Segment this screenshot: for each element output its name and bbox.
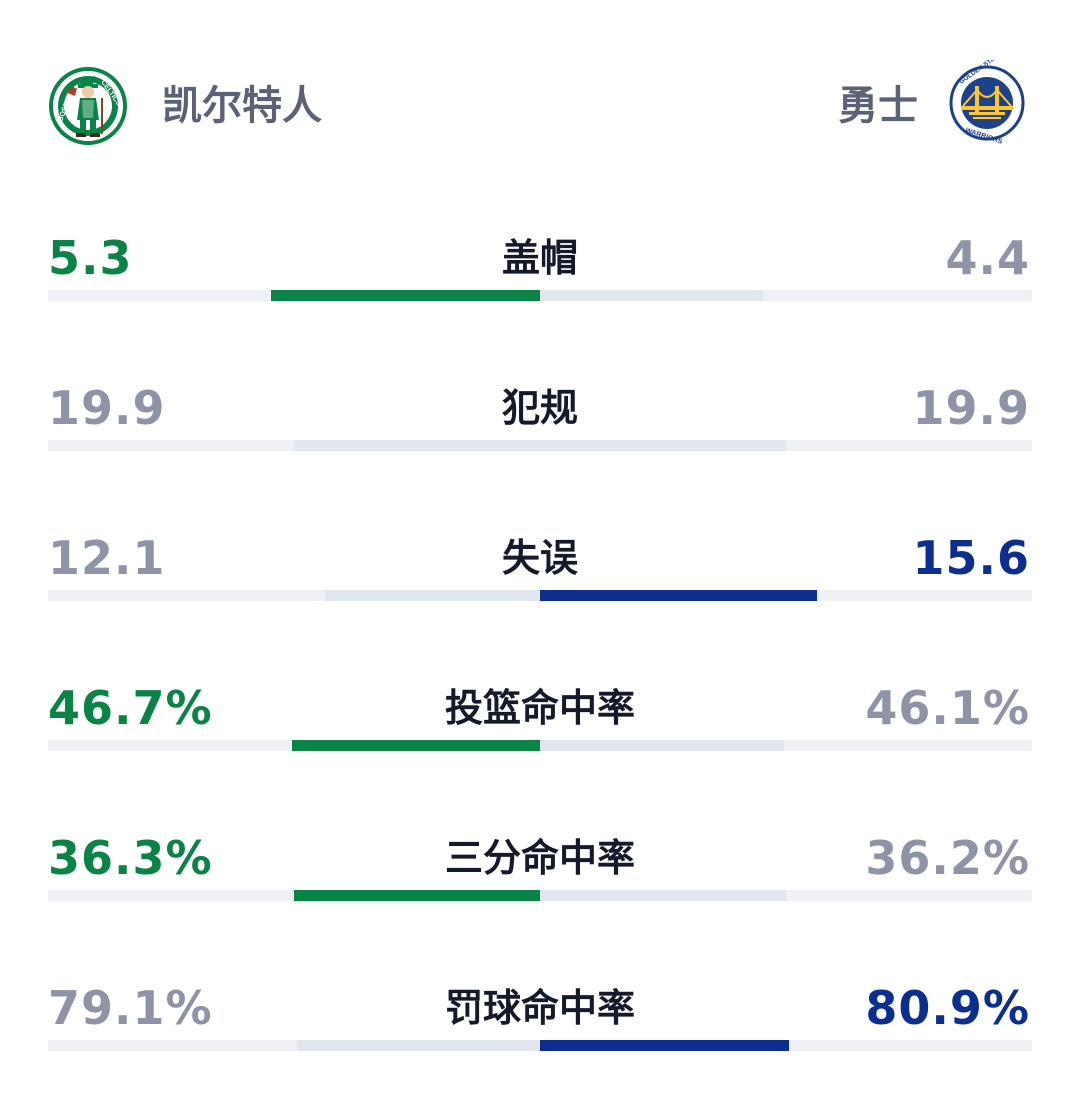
boston-celtics-logo: BOSTON CELTICS xyxy=(49,62,127,150)
stat-label: 投篮命中率 xyxy=(444,686,635,730)
stat-label: 失误 xyxy=(501,536,578,580)
stat-range-bar xyxy=(294,440,786,451)
stat-label: 犯规 xyxy=(501,386,578,430)
stat-label: 三分命中率 xyxy=(444,836,635,880)
teams-header: BOSTON CELTICS 凯尔特人 勇士 GOLDEN STATE WARR… xyxy=(0,0,1080,200)
celtics-stat-value: 19.9 xyxy=(48,381,166,435)
warriors-leader-bar xyxy=(540,1040,789,1051)
stat-label: 盖帽 xyxy=(501,236,578,280)
team-name-celtics: 凯尔特人 xyxy=(162,83,322,129)
stat-row: 12.1 失误 15.6 xyxy=(0,528,1080,648)
team-name-warriors: 勇士 xyxy=(838,83,918,129)
celtics-leader-bar xyxy=(271,290,540,301)
celtics-stat-value: 46.7% xyxy=(48,681,213,735)
stat-comparison-bar xyxy=(48,890,1032,901)
stat-row: 46.7% 投篮命中率 46.1% xyxy=(0,678,1080,798)
warriors-stat-value: 36.2% xyxy=(865,831,1030,885)
stat-comparison-bar xyxy=(48,290,1032,301)
warriors-stat-value: 4.4 xyxy=(945,231,1030,285)
celtics-leader-bar xyxy=(293,890,540,901)
warriors-stat-value: 15.6 xyxy=(912,531,1030,585)
celtics-stat-value: 79.1% xyxy=(48,981,213,1035)
stat-row: 79.1% 罚球命中率 80.9% xyxy=(0,978,1080,1098)
stat-comparison-bar xyxy=(48,1040,1032,1051)
stat-row: 19.9 犯规 19.9 xyxy=(0,378,1080,498)
stat-comparison-bar xyxy=(48,590,1032,601)
stat-comparison-bar xyxy=(48,740,1032,751)
warriors-stat-value: 80.9% xyxy=(865,981,1030,1035)
stat-label: 罚球命中率 xyxy=(444,986,635,1030)
warriors-stat-value: 46.1% xyxy=(865,681,1030,735)
warriors-stat-value: 19.9 xyxy=(912,381,1030,435)
celtics-stat-value: 5.3 xyxy=(48,231,133,285)
golden-state-warriors-logo: GOLDEN STATE WARRIORS xyxy=(947,51,1025,148)
stat-row: 36.3% 三分命中率 36.2% xyxy=(0,828,1080,948)
celtics-stat-value: 12.1 xyxy=(48,531,166,585)
warriors-leader-bar xyxy=(540,590,818,601)
celtics-stat-value: 36.3% xyxy=(48,831,213,885)
celtics-leader-bar xyxy=(292,740,540,751)
stat-row: 5.3 盖帽 4.4 xyxy=(0,228,1080,348)
stat-comparison-bar xyxy=(48,440,1032,451)
